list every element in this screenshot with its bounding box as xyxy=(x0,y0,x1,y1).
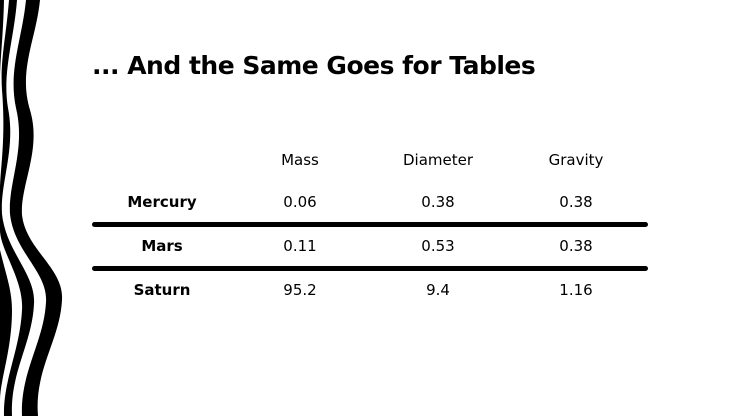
slide-title: ... And the Same Goes for Tables xyxy=(92,51,536,80)
row-mass: 0.06 xyxy=(283,193,317,211)
header-diameter: Diameter xyxy=(402,151,474,169)
row-diameter: 0.53 xyxy=(421,237,455,255)
header-empty-cell xyxy=(92,140,232,180)
row-gravity: 0.38 xyxy=(559,237,593,255)
zebra-stripes-decoration xyxy=(0,0,63,416)
planet-table: Mass Diameter Gravity Mercury 0.06 0.38 … xyxy=(92,140,648,312)
row-name: Mars xyxy=(141,237,183,255)
row-mass: 0.11 xyxy=(283,237,317,255)
row-gravity: 1.16 xyxy=(559,281,593,299)
header-gravity: Gravity xyxy=(548,151,604,169)
row-gravity: 0.38 xyxy=(559,193,593,211)
row-divider xyxy=(92,266,648,271)
header-mass: Mass xyxy=(281,151,319,169)
row-divider xyxy=(92,222,648,227)
row-name: Saturn xyxy=(133,281,191,299)
row-name: Mercury xyxy=(127,193,197,211)
row-diameter: 9.4 xyxy=(426,281,450,299)
row-mass: 95.2 xyxy=(283,281,317,299)
table-row: Mars 0.11 0.53 0.38 xyxy=(92,224,648,268)
table-row: Saturn 95.2 9.4 1.16 xyxy=(92,268,648,312)
table-row: Mercury 0.06 0.38 0.38 xyxy=(92,180,648,224)
table-header-row: Mass Diameter Gravity xyxy=(92,140,648,180)
row-diameter: 0.38 xyxy=(421,193,455,211)
